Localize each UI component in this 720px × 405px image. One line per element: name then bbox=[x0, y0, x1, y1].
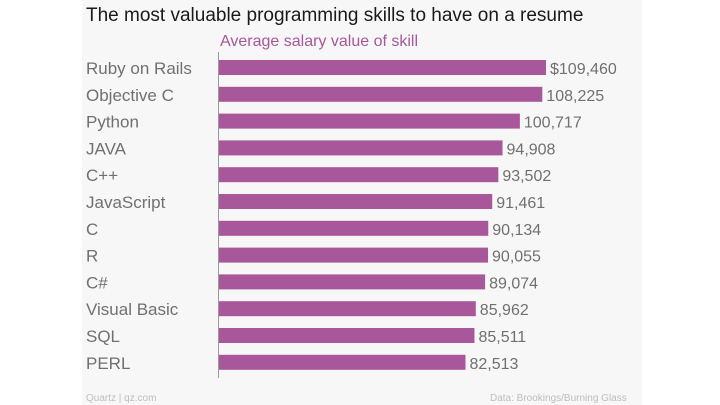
bar-1 bbox=[219, 86, 543, 102]
bar-7 bbox=[219, 247, 489, 263]
value-label: 93,502 bbox=[502, 168, 551, 185]
value-label: 85,511 bbox=[478, 329, 526, 346]
category-label: JAVA bbox=[86, 139, 127, 158]
value-label: 94,908 bbox=[507, 141, 556, 158]
data-source: Data: Brookings/Burning Glass bbox=[490, 393, 627, 404]
category-label: C++ bbox=[86, 166, 118, 185]
value-label: 108,225 bbox=[546, 88, 604, 105]
bar-9 bbox=[219, 301, 476, 317]
bar-11 bbox=[219, 354, 466, 370]
bar-6 bbox=[219, 220, 489, 236]
value-label: 82,513 bbox=[469, 356, 518, 373]
value-label: $109,460 bbox=[550, 61, 617, 78]
series-label: Average salary value of skill bbox=[220, 33, 419, 50]
bar-3 bbox=[219, 140, 503, 156]
bar-8 bbox=[219, 274, 486, 290]
value-label: 91,461 bbox=[496, 195, 545, 212]
value-label: 85,962 bbox=[480, 302, 529, 319]
category-label: JavaScript bbox=[86, 193, 166, 212]
category-label: Python bbox=[86, 113, 139, 132]
category-label: SQL bbox=[86, 327, 120, 346]
bar-10 bbox=[219, 328, 475, 343]
category-label: C# bbox=[86, 273, 108, 292]
value-label: 89,074 bbox=[489, 275, 538, 292]
bar-4 bbox=[219, 167, 499, 183]
category-label: C bbox=[86, 220, 98, 239]
value-label: 90,055 bbox=[492, 249, 541, 266]
category-label: PERL bbox=[86, 354, 130, 373]
value-label: 100,717 bbox=[524, 115, 582, 132]
source-credit: Quartz | qz.com bbox=[86, 393, 157, 404]
bar-5 bbox=[219, 194, 493, 209]
chart-title: The most valuable programming skills to … bbox=[86, 5, 584, 26]
category-label: R bbox=[86, 247, 98, 266]
category-label: Objective C bbox=[86, 86, 174, 105]
bar-2 bbox=[219, 113, 520, 129]
y-axis-line bbox=[218, 52, 219, 378]
category-label: Ruby on Rails bbox=[86, 59, 192, 78]
category-label: Visual Basic bbox=[86, 300, 179, 319]
value-label: 90,134 bbox=[492, 222, 541, 239]
bar-0 bbox=[219, 60, 546, 75]
